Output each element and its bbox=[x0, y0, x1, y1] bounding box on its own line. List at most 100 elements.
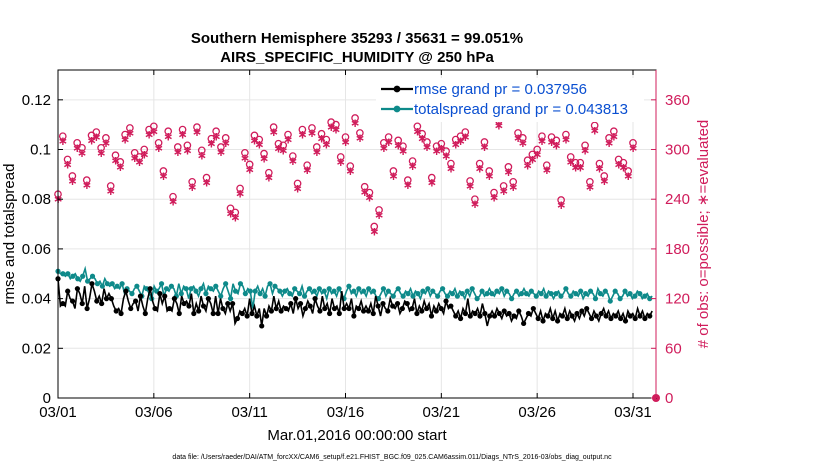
totalspread-point bbox=[297, 291, 303, 297]
totalspread-point bbox=[435, 293, 441, 299]
totalspread-point bbox=[237, 281, 244, 287]
rmse-point bbox=[608, 315, 614, 322]
obs-evaluated-point: ∗ bbox=[475, 162, 485, 176]
obs-evaluated-point: ∗ bbox=[168, 195, 178, 209]
obs-possible-point bbox=[68, 172, 77, 180]
totalspread-point bbox=[158, 281, 165, 287]
footer-data-file: data file: /Users/raeder/DAI/ATM_forcXX/… bbox=[172, 454, 612, 461]
obs-evaluated-point: ∗ bbox=[547, 135, 557, 149]
obs-evaluated-point: ∗ bbox=[614, 157, 624, 171]
obs-evaluated-point: ∗ bbox=[604, 136, 614, 150]
rmse-point bbox=[186, 303, 192, 309]
obs-evaluated-point: ∗ bbox=[312, 145, 322, 159]
totalspread-point bbox=[563, 286, 569, 292]
totalspread-point bbox=[558, 293, 564, 299]
obs-evaluated-point: ∗ bbox=[460, 130, 470, 144]
rmse-point bbox=[588, 315, 595, 322]
totalspread-point bbox=[104, 281, 110, 287]
obs-possible-point bbox=[102, 134, 110, 142]
obs-evaluated-point: ∗ bbox=[230, 210, 240, 224]
x-axis-ticks: 03/01 03/06 03/11 03/16 03/21 03/26 03/31 bbox=[39, 70, 652, 421]
rmse-point bbox=[79, 300, 85, 307]
obs-possible-point bbox=[169, 192, 177, 201]
rmse-point bbox=[191, 310, 197, 317]
totalspread-point bbox=[134, 283, 140, 289]
totalspread-point bbox=[218, 293, 224, 299]
totalspread-point bbox=[444, 293, 451, 299]
totalspread-point bbox=[425, 286, 431, 292]
x-tick-label-3: 03/16 bbox=[327, 404, 365, 421]
obs-evaluated-point: ∗ bbox=[154, 141, 164, 155]
rmse-point bbox=[491, 313, 498, 319]
rmse-point bbox=[89, 281, 95, 287]
totalspread-point bbox=[489, 291, 495, 297]
obs-evaluated-point: ∗ bbox=[470, 197, 480, 211]
rmse-point bbox=[618, 315, 624, 322]
totalspread-point bbox=[499, 286, 505, 292]
obs-possible-point bbox=[121, 130, 129, 139]
obs-possible-point bbox=[202, 173, 211, 182]
rmse-point bbox=[268, 308, 275, 314]
obs-evaluated-point: ∗ bbox=[173, 145, 183, 159]
obs-possible-point bbox=[403, 176, 412, 184]
obs-evaluated-point: ∗ bbox=[120, 133, 130, 147]
obs-evaluated-point: ∗ bbox=[264, 171, 274, 185]
totalspread-point bbox=[109, 281, 115, 287]
obs-possible-point bbox=[193, 123, 201, 131]
totalspread-point bbox=[597, 291, 603, 297]
y-right-tick-label-5: 300 bbox=[665, 142, 690, 159]
totalspread-point bbox=[469, 286, 475, 292]
rmse-point bbox=[467, 313, 473, 319]
totalspread-point bbox=[114, 283, 120, 289]
obs-evaluated-point: ∗ bbox=[331, 123, 341, 137]
obs-evaluated-point: ∗ bbox=[575, 161, 585, 175]
obs-evaluated-point: ∗ bbox=[408, 159, 418, 173]
obs-evaluated-point: ∗ bbox=[82, 178, 92, 192]
rmse-point bbox=[380, 300, 386, 307]
obs-evaluated-point: ∗ bbox=[158, 169, 168, 183]
obs-possible-point bbox=[586, 177, 594, 186]
obs-evaluated-point: ∗ bbox=[345, 164, 355, 178]
totalspread-point bbox=[257, 291, 263, 297]
obs-evaluated-point: ∗ bbox=[77, 146, 87, 160]
obs-evaluated-point: ∗ bbox=[192, 125, 202, 139]
obs-possible-point bbox=[533, 145, 542, 154]
obs-possible-point bbox=[312, 143, 321, 151]
obs-possible-point bbox=[288, 152, 297, 160]
obs-possible-point bbox=[207, 134, 216, 143]
totalspread-series bbox=[55, 265, 653, 309]
obs-possible-point bbox=[427, 173, 436, 182]
totalspread-point bbox=[583, 291, 589, 297]
rmse-point bbox=[409, 305, 415, 312]
totalspread-point bbox=[60, 271, 66, 277]
rmse-point bbox=[433, 308, 439, 314]
totalspread-point bbox=[509, 296, 515, 302]
obs-possible-point bbox=[480, 138, 489, 146]
rmse-point bbox=[603, 313, 609, 319]
obs-possible-point bbox=[394, 136, 403, 145]
totalspread-point bbox=[94, 281, 101, 287]
totalspread-point bbox=[282, 288, 288, 294]
rmse-point bbox=[525, 310, 532, 317]
x-tick-label-1: 03/06 bbox=[135, 404, 173, 421]
totalspread-point bbox=[272, 283, 278, 289]
totalspread-point bbox=[232, 288, 239, 294]
totalspread-point bbox=[459, 291, 465, 297]
rmse-point bbox=[394, 300, 401, 307]
obs-evaluated-point: ∗ bbox=[130, 151, 140, 165]
totalspread-point bbox=[395, 286, 401, 292]
rmse-point bbox=[540, 318, 546, 324]
x-tick-label-6: 03/31 bbox=[614, 404, 652, 421]
obs-evaluated-point: ∗ bbox=[422, 140, 432, 154]
obs-evaluated-point: ∗ bbox=[455, 134, 465, 148]
rmse-point bbox=[220, 305, 226, 312]
obs-evaluated-point: ∗ bbox=[479, 140, 489, 154]
rmse-point bbox=[99, 300, 105, 307]
obs-possible-point bbox=[518, 134, 527, 142]
totalspread-point bbox=[449, 291, 456, 297]
totalspread-point bbox=[346, 283, 352, 289]
rmse-point bbox=[365, 308, 372, 314]
totalspread-point bbox=[203, 291, 209, 297]
totalspread-point bbox=[366, 286, 372, 292]
obs-evaluated-point: ∗ bbox=[580, 143, 590, 157]
